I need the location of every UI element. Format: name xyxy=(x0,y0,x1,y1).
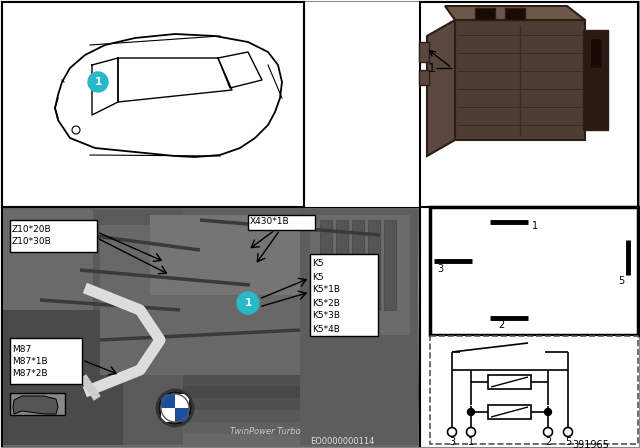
Bar xyxy=(3,434,419,447)
Text: 1: 1 xyxy=(244,298,252,308)
Bar xyxy=(10,393,65,415)
Text: 1: 1 xyxy=(468,437,474,447)
Bar xyxy=(3,208,419,221)
Text: 2: 2 xyxy=(498,320,504,330)
Text: 1: 1 xyxy=(532,221,538,231)
Bar xyxy=(368,220,380,310)
Text: 3: 3 xyxy=(449,437,455,447)
Circle shape xyxy=(545,409,552,415)
Bar xyxy=(419,70,429,85)
Text: K5*2B: K5*2B xyxy=(312,298,340,307)
Circle shape xyxy=(563,427,573,436)
Bar xyxy=(10,220,97,252)
Text: X430*1B: X430*1B xyxy=(250,217,290,227)
Bar xyxy=(2,208,420,446)
Bar xyxy=(583,30,608,130)
Bar xyxy=(10,338,82,384)
Bar xyxy=(455,20,585,140)
Bar xyxy=(161,394,175,408)
Circle shape xyxy=(543,427,552,436)
Bar xyxy=(161,408,175,422)
Bar xyxy=(3,244,419,257)
Bar xyxy=(3,327,419,340)
Bar xyxy=(3,410,419,423)
Circle shape xyxy=(467,409,474,415)
Text: 1: 1 xyxy=(94,77,102,87)
Text: EO0000000114: EO0000000114 xyxy=(310,436,374,445)
Polygon shape xyxy=(13,396,58,414)
Circle shape xyxy=(161,394,189,422)
Bar xyxy=(3,422,419,435)
Text: 2: 2 xyxy=(545,437,551,447)
Bar xyxy=(488,405,531,419)
Bar xyxy=(384,220,396,310)
Bar xyxy=(3,398,419,411)
Text: M87*1B: M87*1B xyxy=(12,357,47,366)
Text: K5: K5 xyxy=(312,259,324,268)
Bar xyxy=(336,220,348,310)
Bar xyxy=(420,2,638,207)
Bar xyxy=(310,254,378,336)
Bar xyxy=(248,215,315,230)
Bar xyxy=(475,8,495,20)
Bar xyxy=(3,232,419,245)
Bar xyxy=(3,210,183,445)
Text: K5*4B: K5*4B xyxy=(312,324,340,333)
Bar xyxy=(2,2,304,207)
Circle shape xyxy=(467,427,476,436)
Bar xyxy=(3,220,419,233)
Text: M87: M87 xyxy=(12,345,31,353)
Bar xyxy=(3,303,419,316)
Circle shape xyxy=(157,390,193,426)
Bar xyxy=(3,363,419,375)
Bar xyxy=(100,225,300,375)
Polygon shape xyxy=(427,20,455,156)
Bar xyxy=(3,291,419,304)
Bar xyxy=(320,220,332,310)
Bar xyxy=(590,38,602,68)
Bar xyxy=(175,408,189,422)
Bar xyxy=(3,210,93,310)
Bar xyxy=(3,310,123,445)
Bar xyxy=(3,267,419,280)
Bar xyxy=(430,207,638,335)
Text: 3: 3 xyxy=(437,264,443,274)
Text: M87*2B: M87*2B xyxy=(12,369,47,378)
Bar xyxy=(300,210,418,445)
Bar xyxy=(488,375,531,389)
Bar xyxy=(3,387,419,400)
Text: Z10*20B: Z10*20B xyxy=(12,225,52,234)
Text: 391965: 391965 xyxy=(572,440,609,448)
Text: K5*3B: K5*3B xyxy=(312,311,340,320)
Bar xyxy=(3,256,419,268)
Polygon shape xyxy=(445,6,585,20)
Text: 5: 5 xyxy=(618,276,624,286)
Bar xyxy=(150,215,300,295)
Text: 5: 5 xyxy=(565,437,571,447)
Bar xyxy=(310,215,410,335)
Text: 1: 1 xyxy=(428,61,436,74)
Circle shape xyxy=(88,72,108,92)
Bar xyxy=(3,351,419,364)
Bar xyxy=(352,220,364,310)
Bar xyxy=(3,375,419,388)
Text: TwinPower Turbo: TwinPower Turbo xyxy=(230,427,301,436)
Bar xyxy=(175,394,189,408)
Bar xyxy=(3,339,419,352)
Bar xyxy=(3,315,419,328)
Circle shape xyxy=(237,292,259,314)
Bar xyxy=(3,280,419,292)
Bar xyxy=(419,42,429,62)
Text: Z10*30B: Z10*30B xyxy=(12,237,52,246)
Text: K5: K5 xyxy=(312,272,324,281)
Text: K5*1B: K5*1B xyxy=(312,285,340,294)
Circle shape xyxy=(72,126,80,134)
Bar xyxy=(505,8,525,20)
Bar xyxy=(430,336,638,444)
Circle shape xyxy=(447,427,456,436)
